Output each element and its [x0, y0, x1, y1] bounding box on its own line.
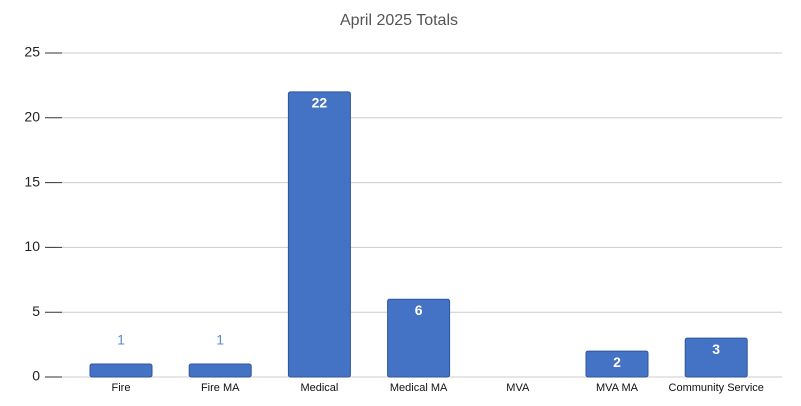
x-tick-label: Fire MA [201, 382, 240, 394]
x-tick-label: Medical MA [390, 382, 448, 394]
bar [188, 363, 252, 378]
bar [585, 350, 649, 378]
y-tick-label: 20 [24, 109, 40, 125]
data-label: 3 [712, 341, 720, 357]
y-tick-label: 25 [24, 44, 40, 60]
x-tick-label: Medical [300, 382, 338, 394]
y-tick-label: 10 [24, 238, 40, 254]
data-label: 1 [216, 332, 224, 348]
data-label: 2 [613, 354, 621, 370]
x-tick-label: Community Service [669, 382, 764, 394]
x-tick-label: Fire [112, 382, 131, 394]
bar [684, 337, 748, 378]
y-tick-label: 0 [32, 368, 40, 384]
data-label: 1 [117, 332, 125, 348]
y-tick-label: 5 [32, 303, 40, 319]
bar [387, 298, 451, 378]
data-label: 22 [312, 95, 328, 111]
bar [287, 91, 351, 378]
bar [89, 363, 153, 378]
x-tick-label: MVA MA [596, 382, 639, 394]
data-label: 6 [415, 302, 423, 318]
y-tick-label: 15 [24, 173, 40, 189]
x-tick-label: MVA [506, 382, 530, 394]
chart-title: April 2025 Totals [340, 12, 458, 29]
